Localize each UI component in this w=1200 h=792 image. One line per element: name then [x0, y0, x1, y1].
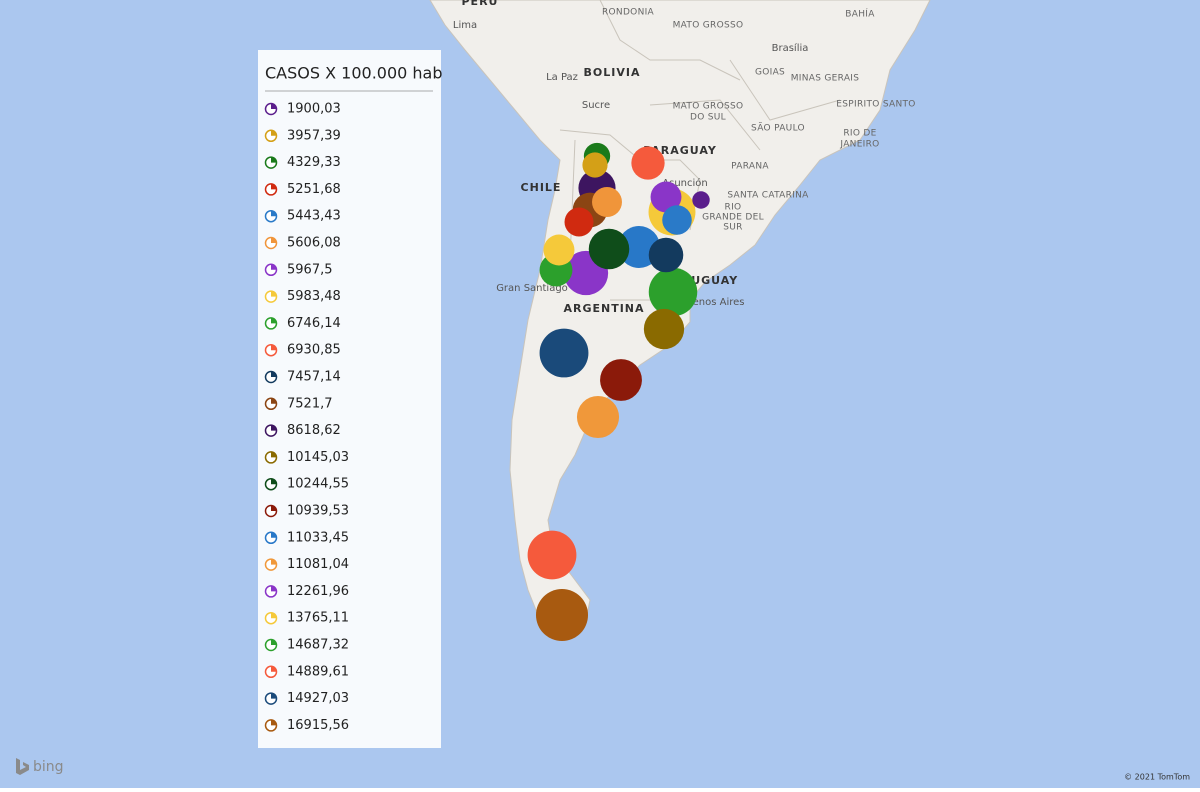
map-label: Lima — [453, 20, 477, 31]
legend-label: 10244,55 — [287, 477, 349, 492]
map-label: MATO GROSSO — [673, 21, 744, 31]
map-label: RIO — [725, 203, 742, 213]
bubble — [592, 187, 622, 217]
bing-icon — [16, 758, 29, 775]
legend-label: 3957,39 — [287, 128, 341, 143]
map-label: RONDONIA — [602, 8, 655, 18]
legend-icon-wedge — [271, 317, 277, 324]
bubbles — [527, 142, 710, 642]
map-label: RIO DE — [843, 129, 876, 139]
map-label: PERU — [462, 0, 499, 8]
legend-icon-wedge — [271, 666, 277, 672]
map-label: Brasília — [772, 42, 809, 54]
bubble — [600, 359, 642, 401]
legend-icon-wedge — [271, 264, 277, 270]
bubble — [648, 237, 684, 273]
map-label: GOIAS — [755, 68, 785, 78]
legend-title: CASOS X 100.000 hab — [265, 64, 443, 83]
map-label: DO SUL — [690, 113, 726, 123]
bubble — [643, 308, 685, 350]
legend-icon-wedge — [271, 398, 277, 404]
bubble — [631, 146, 665, 180]
legend-label: 5967,5 — [287, 262, 333, 277]
legend-icon-wedge — [271, 559, 277, 565]
legend-icon-wedge — [271, 425, 277, 431]
legend-icon-wedge — [271, 103, 277, 109]
bubble — [650, 181, 682, 213]
legend-icon-wedge — [271, 693, 277, 699]
legend-icon-wedge — [271, 344, 277, 351]
bubble — [662, 205, 692, 235]
map-label: Buenos Aires — [679, 297, 744, 308]
legend-icon-wedge — [271, 157, 277, 163]
legend-icon-wedge — [271, 291, 277, 297]
legend-label: 16915,56 — [287, 718, 349, 733]
bubble — [535, 588, 589, 642]
legend-panel — [258, 50, 441, 748]
bubble — [588, 228, 630, 270]
map-label: JANEIRO — [839, 140, 879, 150]
legend-icon-wedge — [271, 505, 277, 511]
legend-icon-wedge — [271, 237, 277, 243]
legend-icon-wedge — [271, 612, 277, 619]
map-label: BAHÍA — [845, 8, 875, 20]
legend-label: 14687,32 — [287, 638, 349, 653]
legend-label: 7521,7 — [287, 396, 333, 411]
legend-label: 11081,04 — [287, 557, 349, 572]
bubble — [564, 207, 594, 237]
legend-icon-wedge — [271, 532, 277, 538]
map-label: Sucre — [582, 100, 610, 111]
legend-icon-wedge — [271, 210, 277, 217]
legend-label: 14927,03 — [287, 691, 349, 706]
bubble — [576, 395, 620, 439]
map-label: ESPIRITO SANTO — [836, 100, 915, 110]
legend-label: 1900,03 — [287, 102, 341, 117]
legend-icon-wedge — [271, 183, 277, 190]
map-label: GRANDE DEL — [702, 213, 764, 223]
legend-label: 11033,45 — [287, 530, 349, 545]
legend-icon-wedge — [271, 639, 277, 645]
map-label: La Paz — [546, 72, 578, 83]
legend-icon-wedge — [271, 371, 277, 377]
map-label: MATO GROSSO — [673, 102, 744, 112]
copyright: © 2021 TomTom — [1124, 773, 1190, 782]
legend-label: 8618,62 — [287, 423, 341, 438]
legend-label: 10145,03 — [287, 450, 349, 465]
legend-label: 7457,14 — [287, 370, 341, 385]
legend-label: 6930,85 — [287, 343, 341, 358]
map-label: SÃO PAULO — [751, 123, 805, 134]
legend-label: 5983,48 — [287, 289, 341, 304]
map-label: CHILE — [521, 181, 562, 194]
legend-icon-wedge — [271, 451, 277, 458]
map-label: BOLIVIA — [584, 66, 641, 79]
map-label: MINAS GERAIS — [791, 74, 860, 84]
legend-label: 5443,43 — [287, 209, 341, 224]
legend-icon-wedge — [271, 478, 277, 485]
bubble — [527, 530, 577, 580]
bing-logo: bing — [33, 759, 64, 775]
bubble — [648, 267, 698, 317]
legend-label: 4329,33 — [287, 155, 341, 170]
legend-label: 10939,53 — [287, 504, 349, 519]
map-label: SANTA CATARINA — [727, 191, 809, 201]
map-label: PARANA — [731, 162, 769, 172]
legend-label: 12261,96 — [287, 584, 349, 599]
map-label: Gran Santiago — [496, 283, 568, 294]
legend-label: 5251,68 — [287, 182, 341, 197]
bubble — [692, 191, 710, 209]
bubble — [582, 152, 608, 178]
legend-icon-wedge — [271, 719, 277, 726]
legend-label: 13765,11 — [287, 611, 349, 626]
bubble — [539, 328, 589, 378]
map-label: SUR — [723, 223, 742, 233]
map-label: ARGENTINA — [563, 302, 644, 315]
bubble — [543, 234, 575, 266]
legend-label: 6746,14 — [287, 316, 341, 331]
legend-icon-wedge — [271, 130, 277, 136]
legend-label: 5606,08 — [287, 236, 341, 251]
legend-label: 14889,61 — [287, 664, 349, 679]
legend-icon-wedge — [271, 585, 277, 592]
